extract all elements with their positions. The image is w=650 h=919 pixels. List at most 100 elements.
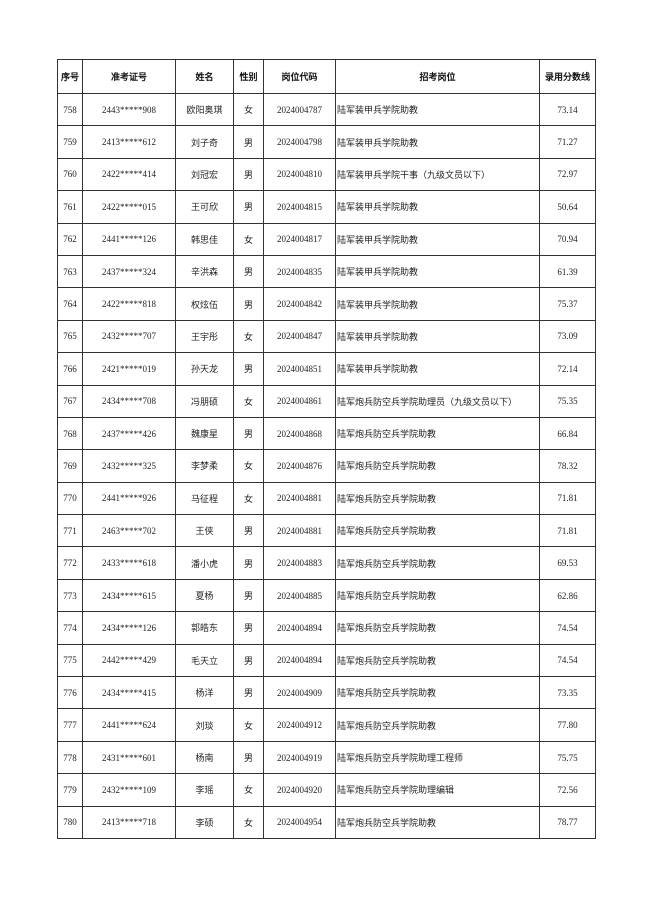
cell-col-post-code: 2024004909 bbox=[263, 676, 336, 710]
cell-col-score: 72.97 bbox=[539, 157, 596, 192]
cell-col-name: 刘琰 bbox=[175, 708, 234, 742]
table-row: 763 2437*****324 辛洪森男 2024004835 陆军装甲兵学院助教 61… bbox=[57, 254, 596, 289]
cell-col-index: 774 bbox=[57, 611, 83, 645]
cell-col-post: 陆军装甲兵学院助教 bbox=[335, 222, 540, 256]
cell-col-index: 758 bbox=[57, 92, 83, 127]
cell-col-gender: 女 bbox=[233, 481, 264, 516]
cell-col-name: 王侠 bbox=[175, 514, 234, 548]
cell-col-index: 761 bbox=[57, 190, 83, 224]
cell-col-post: 陆军炮兵防空兵学院助教 bbox=[335, 578, 540, 613]
header-col-score: 录用分数线 bbox=[539, 59, 596, 94]
cell-col-post: 陆军装甲兵学院助教 bbox=[335, 190, 540, 224]
cell-col-exam-id: 2434*****126 bbox=[82, 611, 176, 645]
cell-col-index: 771 bbox=[57, 514, 83, 548]
cell-col-post: 陆军装甲兵学院助教 bbox=[335, 92, 540, 127]
cell-col-gender: 男 bbox=[233, 190, 264, 224]
cell-col-index: 764 bbox=[57, 287, 83, 321]
cell-col-gender: 男 bbox=[233, 578, 264, 613]
table-row: 777 2441*****624 刘琰女 2024004912 陆军炮兵防空兵学院助教 7… bbox=[57, 708, 596, 742]
cell-col-post: 陆军炮兵防空兵学院助教 bbox=[335, 643, 540, 678]
cell-col-post-code: 2024004851 bbox=[263, 352, 336, 386]
cell-col-exam-id: 2442*****429 bbox=[82, 643, 176, 678]
cell-col-post: 陆军装甲兵学院干事（九级文员以下） bbox=[335, 157, 540, 192]
cell-col-gender: 女 bbox=[233, 773, 264, 807]
cell-col-post: 陆军炮兵防空兵学院助教 bbox=[335, 481, 540, 516]
cell-col-index: 780 bbox=[57, 805, 83, 839]
cell-col-post-code: 2024004868 bbox=[263, 416, 336, 451]
cell-col-post-code: 2024004954 bbox=[263, 805, 336, 839]
cell-col-index: 776 bbox=[57, 676, 83, 710]
results-table: 序号 准考证号 姓名 性别 岗位代码 招考岗位 录用分数线 758 2443*****908 欧… bbox=[57, 59, 596, 839]
table-row: 764 2422*****818 权炫伍男 2024004842 陆军装甲兵学院助教 75… bbox=[57, 287, 596, 321]
cell-col-index: 772 bbox=[57, 546, 83, 580]
table-row: 762 2441*****126 韩思佳女 2024004817 陆军装甲兵学院助教 70… bbox=[57, 222, 596, 256]
cell-col-score: 71.81 bbox=[539, 514, 596, 548]
cell-col-gender: 男 bbox=[233, 611, 264, 645]
cell-col-post-code: 2024004881 bbox=[263, 481, 336, 516]
cell-col-exam-id: 2433*****618 bbox=[82, 546, 176, 580]
cell-col-name: 韩思佳 bbox=[175, 222, 234, 256]
cell-col-score: 71.81 bbox=[539, 481, 596, 516]
cell-col-exam-id: 2434*****415 bbox=[82, 676, 176, 710]
cell-col-gender: 男 bbox=[233, 740, 264, 775]
cell-col-post: 陆军炮兵防空兵学院助教 bbox=[335, 546, 540, 580]
cell-col-gender: 男 bbox=[233, 254, 264, 289]
cell-col-score: 75.35 bbox=[539, 384, 596, 418]
cell-col-post: 陆军装甲兵学院助教 bbox=[335, 254, 540, 289]
cell-col-post-code: 2024004920 bbox=[263, 773, 336, 807]
cell-col-post-code: 2024004835 bbox=[263, 254, 336, 289]
header-col-name: 姓名 bbox=[175, 59, 234, 94]
cell-col-post: 陆军装甲兵学院助教 bbox=[335, 319, 540, 354]
cell-col-index: 759 bbox=[57, 125, 83, 159]
cell-col-exam-id: 2432*****707 bbox=[82, 319, 176, 354]
cell-col-gender: 男 bbox=[233, 352, 264, 386]
cell-col-score: 66.84 bbox=[539, 416, 596, 451]
cell-col-index: 760 bbox=[57, 157, 83, 192]
cell-col-gender: 男 bbox=[233, 157, 264, 192]
cell-col-index: 767 bbox=[57, 384, 83, 418]
cell-col-gender: 女 bbox=[233, 708, 264, 742]
cell-col-gender: 男 bbox=[233, 643, 264, 678]
table-row: 769 2432*****325 李梦柔女 2024004876 陆军炮兵防空兵学院助教… bbox=[57, 449, 596, 483]
cell-col-post-code: 2024004876 bbox=[263, 449, 336, 483]
cell-col-gender: 女 bbox=[233, 805, 264, 839]
cell-col-name: 杨洋 bbox=[175, 676, 234, 710]
cell-col-gender: 女 bbox=[233, 92, 264, 127]
cell-col-exam-id: 2434*****708 bbox=[82, 384, 176, 418]
cell-col-post-code: 2024004842 bbox=[263, 287, 336, 321]
cell-col-score: 73.14 bbox=[539, 92, 596, 127]
cell-col-post: 陆军炮兵防空兵学院助教 bbox=[335, 676, 540, 710]
cell-col-post-code: 2024004912 bbox=[263, 708, 336, 742]
cell-col-index: 762 bbox=[57, 222, 83, 256]
cell-col-post: 陆军炮兵防空兵学院助理工程师 bbox=[335, 740, 540, 775]
table-row: 759 2413*****612 刘子奇男 2024004798 陆军装甲兵学院助教 71… bbox=[57, 125, 596, 159]
cell-col-exam-id: 2413*****612 bbox=[82, 125, 176, 159]
cell-col-index: 765 bbox=[57, 319, 83, 354]
cell-col-score: 73.09 bbox=[539, 319, 596, 354]
cell-col-name: 欧阳奥琪 bbox=[175, 92, 234, 127]
cell-col-exam-id: 2434*****615 bbox=[82, 578, 176, 613]
header-row: 序号 准考证号 姓名 性别 岗位代码 招考岗位 录用分数线 bbox=[57, 59, 596, 94]
cell-col-index: 777 bbox=[57, 708, 83, 742]
cell-col-exam-id: 2437*****324 bbox=[82, 254, 176, 289]
table-row: 776 2434*****415 杨洋男 2024004909 陆军炮兵防空兵学院助教 7… bbox=[57, 676, 596, 710]
cell-col-post-code: 2024004861 bbox=[263, 384, 336, 418]
cell-col-post-code: 2024004787 bbox=[263, 92, 336, 127]
cell-col-post-code: 2024004815 bbox=[263, 190, 336, 224]
cell-col-exam-id: 2422*****414 bbox=[82, 157, 176, 192]
cell-col-name: 李瑶 bbox=[175, 773, 234, 807]
cell-col-score: 78.77 bbox=[539, 805, 596, 839]
header-col-post: 招考岗位 bbox=[335, 59, 540, 94]
cell-col-post: 陆军炮兵防空兵学院助理编辑 bbox=[335, 773, 540, 807]
cell-col-exam-id: 2421*****019 bbox=[82, 352, 176, 386]
cell-col-post-code: 2024004881 bbox=[263, 514, 336, 548]
cell-col-exam-id: 2441*****126 bbox=[82, 222, 176, 256]
cell-col-name: 魏康星 bbox=[175, 416, 234, 451]
table-row: 765 2432*****707 王宇彤女 2024004847 陆军装甲兵学院助教 73… bbox=[57, 319, 596, 354]
cell-col-name: 冯朋硕 bbox=[175, 384, 234, 418]
cell-col-score: 74.54 bbox=[539, 611, 596, 645]
cell-col-name: 马征程 bbox=[175, 481, 234, 516]
table-row: 774 2434*****126 郭皓东男 2024004894 陆军炮兵防空兵学院助教… bbox=[57, 611, 596, 645]
table-row: 775 2442*****429 毛天立男 2024004894 陆军炮兵防空兵学院助教… bbox=[57, 643, 596, 678]
table-row: 779 2432*****109 李瑶女 2024004920 陆军炮兵防空兵学院助理编… bbox=[57, 773, 596, 807]
